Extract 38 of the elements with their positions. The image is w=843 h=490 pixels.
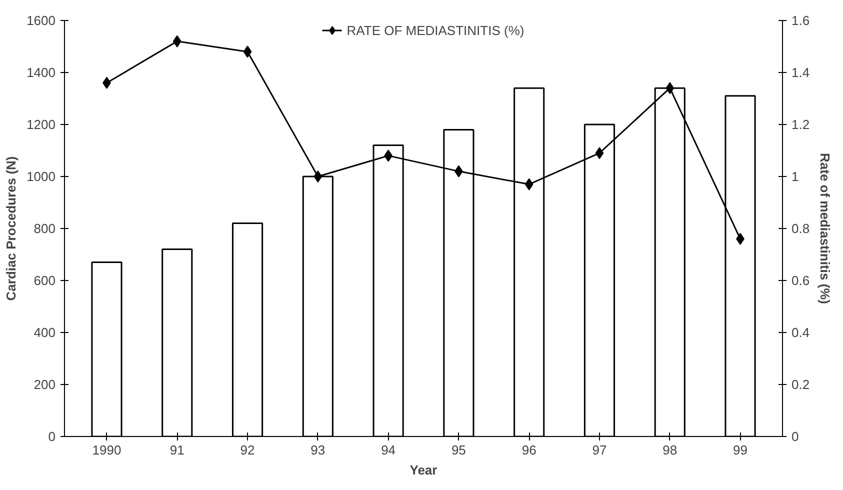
x-tick-label: 93 xyxy=(310,442,326,458)
y-tick-label: 1200 xyxy=(26,117,56,132)
x-tick-label: 91 xyxy=(170,442,184,458)
y2-axis-title: Rate of mediastinitis (%) xyxy=(818,153,833,304)
x-tick-label: 97 xyxy=(592,442,607,458)
y2-tick-label: 1.6 xyxy=(792,13,810,28)
x-axis-title: Year xyxy=(410,462,438,478)
y2-tick-label: 1.4 xyxy=(792,65,810,80)
y-tick-label: 200 xyxy=(34,377,56,392)
y-tick-label: 1400 xyxy=(26,65,56,80)
x-tick-label: 1990 xyxy=(92,442,122,458)
x-tick-label: 94 xyxy=(381,442,396,458)
y-tick-label: 800 xyxy=(34,221,56,236)
point xyxy=(172,35,182,48)
y-tick-label: 400 xyxy=(34,325,56,340)
point xyxy=(595,147,604,160)
y2-tick-label: 0.2 xyxy=(792,377,810,392)
point xyxy=(666,82,674,94)
y-tick-label: 1600 xyxy=(26,13,56,28)
y2-tick-label: 1.2 xyxy=(792,117,810,132)
y2-tick-label: 1 xyxy=(792,169,799,184)
x-tick-label: 99 xyxy=(733,442,748,458)
point xyxy=(524,178,534,190)
legend-label: RATE OF MEDIASTINITIS (%) xyxy=(346,22,524,38)
y2-tick-label: 0.8 xyxy=(792,221,810,236)
y-axis-title: Cardiac Procedures (N) xyxy=(4,156,19,301)
y2-tick-label: 0 xyxy=(792,429,799,444)
y-tick-label: 0 xyxy=(48,429,56,444)
point xyxy=(314,170,322,182)
y2-tick-label: 0.4 xyxy=(792,325,810,340)
y-tick-label: 600 xyxy=(34,273,56,288)
y-tick-label: 1000 xyxy=(26,169,56,184)
x-tick-label: 92 xyxy=(240,442,255,458)
x-tick-label: 98 xyxy=(662,442,678,458)
y2-tick-label: 0.6 xyxy=(792,273,810,288)
point xyxy=(243,46,252,58)
x-tick-label: 95 xyxy=(451,442,466,458)
x-tick-label: 96 xyxy=(522,442,536,458)
